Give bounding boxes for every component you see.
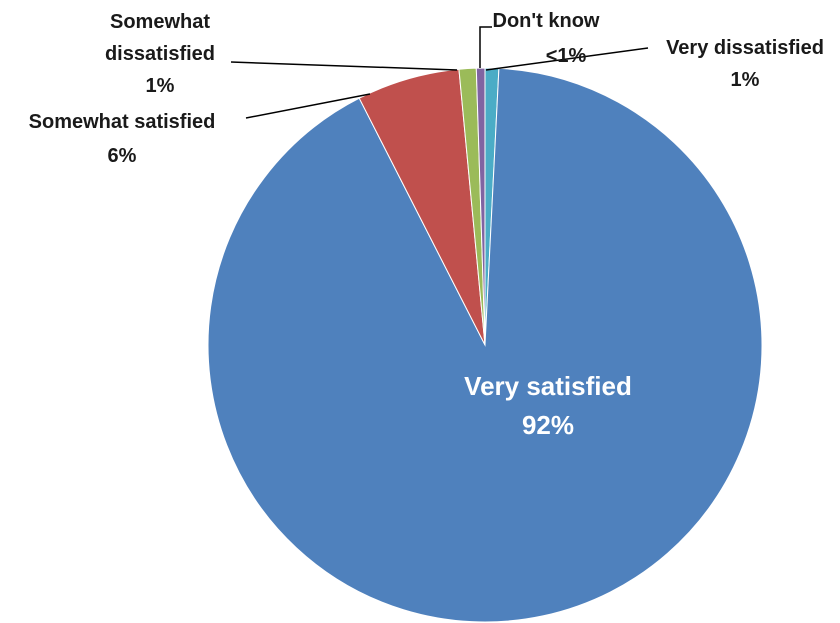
leader-line-somewhat-dissatisfied [230,61,458,71]
leader-lines [230,26,649,119]
label-somewhat-satisfied-pct: 6% [108,145,137,167]
leader-line-somewhat-satisfied [245,93,371,119]
label-very-dissatisfied-name: Very dissatisfied [666,37,824,59]
label-very-dissatisfied-pct: 1% [731,69,760,91]
label-somewhat-dissatisfied-pct: 1% [146,75,175,97]
pie-slices [207,67,763,623]
leader-line-very-dissatisfied [485,47,649,71]
label-somewhat-satisfied-name: Somewhat satisfied [29,111,216,133]
label-dont-know-pct: <1% [546,45,587,67]
leader-line-dont-know [479,26,492,68]
label-very-satisfied-name: Very satisfied [464,371,632,401]
label-somewhat-dissatisfied-line1: Somewhat [110,11,210,33]
pie-slice-very-satisfied [207,67,763,623]
label-dont-know-name: Don't know [493,10,600,32]
label-somewhat-dissatisfied-line2: dissatisfied [105,43,215,65]
label-very-satisfied-pct: 92% [522,410,574,440]
pie-slice-don-t-know [475,67,486,346]
